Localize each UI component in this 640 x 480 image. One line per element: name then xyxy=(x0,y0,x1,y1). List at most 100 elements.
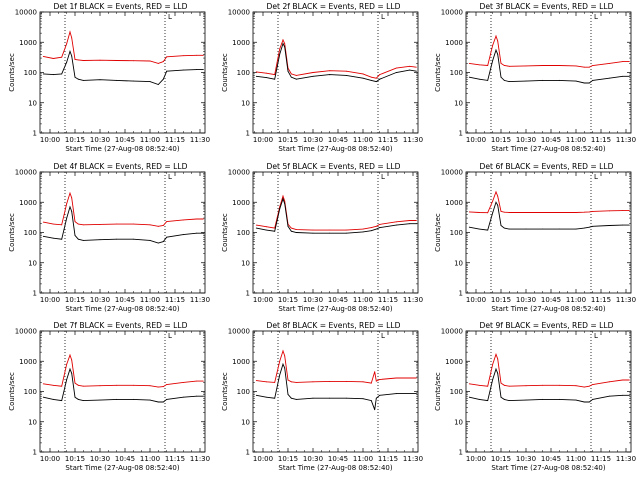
y-tick-label: 100 xyxy=(24,388,37,396)
lld-series-line xyxy=(469,34,630,68)
events-data-point xyxy=(295,232,297,233)
events-data-point xyxy=(157,84,159,85)
events-data-point xyxy=(329,397,331,399)
events-data-point xyxy=(116,79,118,81)
events-data-point xyxy=(415,70,417,72)
events-data-point xyxy=(157,401,159,403)
lld-data-point xyxy=(370,227,372,229)
events-data-point xyxy=(542,79,544,81)
y-tick-label: 1000 xyxy=(19,39,37,47)
y-tick-label: 1000 xyxy=(232,39,250,47)
x-tick-label: 10:15 xyxy=(65,455,85,463)
events-data-point xyxy=(500,225,502,226)
events-series-line xyxy=(43,205,204,244)
lld-data-point xyxy=(116,60,118,61)
events-data-point xyxy=(116,398,118,400)
events-data-point xyxy=(622,394,624,396)
events-data-point xyxy=(497,53,499,55)
corner-mark: L xyxy=(168,13,172,21)
events-data-point xyxy=(370,230,372,232)
events-data-point xyxy=(265,229,267,231)
lld-data-point xyxy=(525,212,527,213)
panel-det-4f: 1 10 100 1000 10000 10:00 10:15 10:30 10:45 11:00… xyxy=(8,162,210,313)
events-data-point xyxy=(375,228,377,230)
lld-data-point xyxy=(255,224,257,226)
events-data-point xyxy=(495,49,497,51)
lld-data-point xyxy=(66,363,68,365)
x-tick-label: 11:30 xyxy=(190,296,210,304)
events-data-point xyxy=(628,75,630,77)
y-tick-label: 10 xyxy=(28,259,37,267)
events-data-point xyxy=(99,399,101,401)
x-tick-label: 11:15 xyxy=(378,455,398,463)
lld-data-point xyxy=(274,74,276,76)
lld-data-point xyxy=(415,66,417,68)
lld-series-line xyxy=(43,353,204,388)
lld-data-point xyxy=(495,353,497,355)
events-data-point xyxy=(575,399,577,401)
lld-data-point xyxy=(497,40,499,42)
panel-det-1f: 1 10 100 1000 10000 10:00 10:15 10:30 10:45 11:00… xyxy=(8,2,210,153)
events-series-line xyxy=(256,42,417,83)
events-data-point xyxy=(608,77,610,79)
lld-data-point xyxy=(608,62,610,64)
events-data-point xyxy=(149,81,151,83)
y-tick-label: 10 xyxy=(28,418,37,426)
lld-data-point xyxy=(487,65,489,66)
x-tick-label: 11:00 xyxy=(353,136,373,144)
events-data-point xyxy=(415,223,417,225)
events-data-point xyxy=(495,368,497,370)
lld-series-line xyxy=(469,352,630,388)
lld-data-point xyxy=(329,70,331,72)
corner-mark: L xyxy=(168,173,172,181)
y-tick-label: 1000 xyxy=(445,199,463,207)
events-data-point xyxy=(492,60,494,61)
events-data-point xyxy=(274,78,276,80)
lld-data-point xyxy=(312,229,314,231)
events-data-point xyxy=(558,79,560,81)
lld-data-point xyxy=(362,228,364,230)
lld-data-point xyxy=(497,195,499,197)
events-data-point xyxy=(82,400,84,402)
events-data-point xyxy=(375,81,377,83)
y-tick-label: 100 xyxy=(237,229,250,237)
lld-data-point xyxy=(415,377,417,379)
x-axis-title: Start Time (27-Aug-08 08:52:40) xyxy=(278,464,392,472)
events-data-point xyxy=(379,78,381,80)
lld-data-point xyxy=(374,371,376,373)
x-tick-label: 10:00 xyxy=(466,455,486,463)
x-tick-label: 11:15 xyxy=(165,296,185,304)
lld-data-point xyxy=(255,380,257,382)
events-data-point xyxy=(132,398,134,400)
panel-det-3f: 1 10 100 1000 10000 10:00 10:15 10:30 10:45 11:00… xyxy=(434,2,636,153)
y-tick-label: 100 xyxy=(450,69,463,77)
events-data-point xyxy=(379,227,381,229)
lld-data-point xyxy=(42,383,44,385)
lld-data-point xyxy=(500,382,502,384)
events-data-point xyxy=(166,398,168,400)
lld-data-point xyxy=(99,59,101,61)
events-data-point xyxy=(162,401,164,403)
events-data-point xyxy=(61,238,63,240)
lld-data-point xyxy=(265,72,267,74)
x-tick-label: 10:15 xyxy=(491,136,511,144)
lld-data-point xyxy=(279,360,281,362)
events-data-point xyxy=(149,239,151,241)
events-data-point xyxy=(282,198,284,200)
lld-data-point xyxy=(116,223,118,225)
events-data-point xyxy=(290,76,292,78)
lld-data-point xyxy=(592,210,594,212)
events-data-point xyxy=(583,401,585,403)
lld-data-point xyxy=(575,385,577,387)
x-axis-title: Start Time (27-Aug-08 08:52:40) xyxy=(491,305,605,313)
events-data-point xyxy=(329,74,331,76)
x-tick-label: 11:30 xyxy=(616,455,636,463)
events-data-point xyxy=(583,227,585,229)
events-data-point xyxy=(284,367,286,369)
events-data-point xyxy=(99,239,101,241)
lld-data-point xyxy=(395,377,397,379)
lld-data-point xyxy=(628,210,630,212)
lld-data-point xyxy=(162,61,164,63)
events-data-point xyxy=(312,75,314,77)
